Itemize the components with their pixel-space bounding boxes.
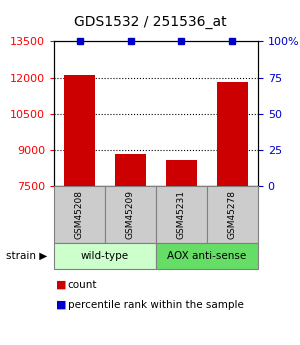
Bar: [166, 160, 197, 186]
Text: GSM45208: GSM45208: [75, 190, 84, 239]
Text: count: count: [68, 280, 97, 289]
Text: GSM45231: GSM45231: [177, 190, 186, 239]
Bar: [115, 155, 146, 186]
Text: GSM45278: GSM45278: [228, 190, 237, 239]
Text: ■: ■: [56, 280, 66, 289]
Text: ■: ■: [56, 300, 66, 309]
Bar: [64, 75, 95, 186]
Bar: [217, 82, 248, 186]
Text: GSM45209: GSM45209: [126, 190, 135, 239]
Text: percentile rank within the sample: percentile rank within the sample: [68, 300, 243, 309]
Text: wild-type: wild-type: [81, 251, 129, 261]
Text: GDS1532 / 251536_at: GDS1532 / 251536_at: [74, 16, 226, 29]
Text: strain ▶: strain ▶: [6, 251, 47, 261]
Text: AOX anti-sense: AOX anti-sense: [167, 251, 247, 261]
